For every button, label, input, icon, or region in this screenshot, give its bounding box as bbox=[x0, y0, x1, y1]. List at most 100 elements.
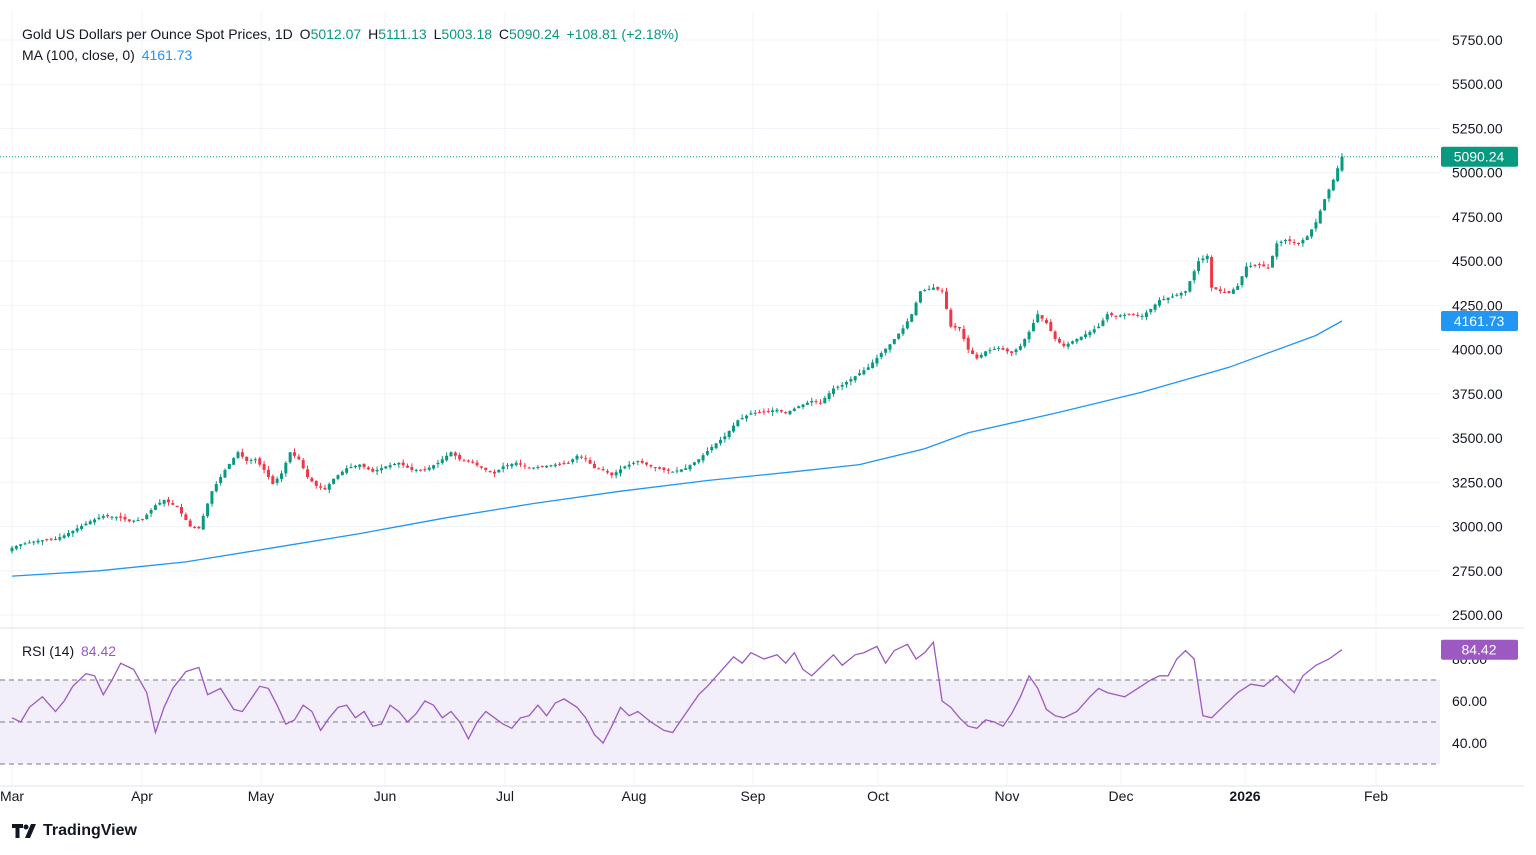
candle-body bbox=[253, 459, 257, 461]
candle-body bbox=[1075, 339, 1079, 342]
ma-100-line bbox=[11, 320, 1343, 577]
candle-body bbox=[931, 287, 935, 290]
candle-body bbox=[293, 452, 297, 456]
candle-body bbox=[1279, 241, 1283, 243]
y-tick-label: 5500.00 bbox=[1452, 76, 1503, 92]
candle-body bbox=[740, 418, 744, 420]
candle-body bbox=[762, 411, 766, 413]
candle-body bbox=[645, 462, 649, 465]
y-tick-label: 4000.00 bbox=[1452, 342, 1503, 358]
legend-close: 5090.24 bbox=[509, 26, 560, 42]
rsi-tick-label: 60.00 bbox=[1452, 693, 1487, 709]
candle-body bbox=[249, 460, 253, 462]
candle-body bbox=[10, 547, 14, 552]
candle-body bbox=[262, 464, 266, 470]
ma-100-series bbox=[11, 320, 1343, 577]
candle-body bbox=[714, 443, 718, 449]
y-tick-label: 4250.00 bbox=[1452, 297, 1503, 313]
legend-title: Gold US Dollars per Ounce Spot Prices, 1… bbox=[22, 26, 293, 42]
candle-body bbox=[245, 456, 249, 462]
price-candles bbox=[10, 153, 1344, 554]
y-tick-label: 3500.00 bbox=[1452, 430, 1503, 446]
candle-body bbox=[366, 467, 370, 470]
candle-body bbox=[792, 408, 796, 411]
candle-body bbox=[1057, 338, 1061, 343]
candle-body bbox=[1036, 314, 1040, 323]
candle-body bbox=[1001, 348, 1005, 350]
candle-body bbox=[971, 350, 975, 355]
candle-body bbox=[797, 406, 801, 409]
candle-body bbox=[653, 467, 657, 469]
candle-body bbox=[992, 349, 996, 351]
candle-body bbox=[384, 466, 388, 469]
rsi-line bbox=[11, 640, 1343, 745]
grid-lines bbox=[0, 12, 1440, 786]
candle-body bbox=[332, 478, 336, 484]
candle-body bbox=[340, 471, 344, 476]
candle-body bbox=[362, 463, 366, 467]
candle-body bbox=[1084, 334, 1088, 338]
candle-body bbox=[736, 420, 740, 426]
candle-body bbox=[310, 478, 314, 482]
rsi-legend: RSI (14) 84.42 bbox=[22, 643, 119, 659]
candle-body bbox=[927, 288, 931, 290]
candle-body bbox=[36, 540, 40, 543]
candle-body bbox=[732, 425, 736, 432]
candle-body bbox=[279, 473, 283, 480]
candle-body bbox=[1262, 264, 1266, 267]
candle-body bbox=[1336, 168, 1340, 181]
candle-body bbox=[306, 469, 310, 477]
candle-body bbox=[136, 520, 140, 522]
candle-body bbox=[701, 455, 705, 461]
candle-body bbox=[775, 409, 779, 412]
candle-body bbox=[1110, 313, 1114, 316]
candle-body bbox=[505, 465, 509, 467]
candle-body bbox=[414, 469, 418, 471]
candle-body bbox=[697, 459, 701, 463]
candle-body bbox=[93, 519, 97, 523]
candle-body bbox=[666, 469, 670, 471]
candle-body bbox=[345, 468, 349, 473]
candle-body bbox=[723, 436, 727, 440]
candle-body bbox=[962, 328, 966, 339]
candle-body bbox=[1014, 349, 1018, 353]
candle-body bbox=[840, 385, 844, 387]
candle-body bbox=[392, 464, 396, 466]
candle-body bbox=[1301, 239, 1305, 244]
candle-body bbox=[471, 461, 475, 463]
candle-body bbox=[1223, 292, 1227, 294]
candle-body bbox=[1005, 348, 1009, 352]
candle-body bbox=[532, 467, 536, 469]
candle-body bbox=[679, 469, 683, 472]
candle-body bbox=[358, 464, 362, 467]
legend-open-label: O bbox=[299, 26, 311, 42]
legend-low-label: L bbox=[433, 26, 442, 42]
candle-body bbox=[223, 469, 227, 478]
candle-body bbox=[592, 463, 596, 469]
candle-body bbox=[1231, 289, 1235, 294]
candle-body bbox=[601, 469, 605, 471]
candle-body bbox=[1114, 315, 1118, 317]
candle-body bbox=[1066, 343, 1070, 347]
candle-body bbox=[106, 515, 110, 517]
y-tick-label: 5250.00 bbox=[1452, 120, 1503, 136]
candle-body bbox=[940, 290, 944, 292]
candle-body bbox=[1136, 314, 1140, 316]
legend-high: 5111.13 bbox=[378, 26, 427, 42]
candle-body bbox=[432, 465, 436, 469]
candle-body bbox=[175, 505, 179, 508]
candle-body bbox=[627, 464, 631, 467]
candle-body bbox=[62, 535, 66, 538]
candle-body bbox=[897, 333, 901, 339]
candle-body bbox=[910, 314, 914, 322]
candle-body bbox=[705, 451, 709, 455]
candle-body bbox=[1092, 329, 1096, 333]
tradingview-logo[interactable]: TradingView bbox=[12, 822, 137, 840]
candle-body bbox=[871, 362, 875, 369]
candle-body bbox=[727, 431, 731, 437]
candle-body bbox=[810, 400, 814, 403]
candle-body bbox=[892, 339, 896, 344]
candle-body bbox=[458, 454, 462, 460]
candle-body bbox=[688, 465, 692, 470]
